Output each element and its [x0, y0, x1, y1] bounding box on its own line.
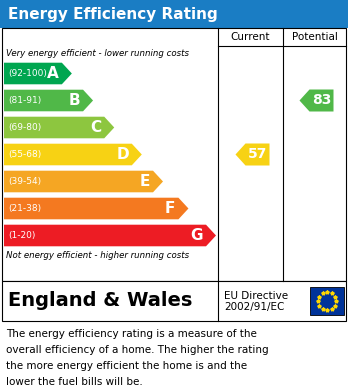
Text: Energy Efficiency Rating: Energy Efficiency Rating	[8, 7, 218, 22]
Text: 2002/91/EC: 2002/91/EC	[224, 302, 284, 312]
Text: lower the fuel bills will be.: lower the fuel bills will be.	[6, 377, 143, 387]
Polygon shape	[4, 144, 142, 165]
Polygon shape	[300, 90, 333, 111]
Text: The energy efficiency rating is a measure of the: The energy efficiency rating is a measur…	[6, 329, 257, 339]
Text: (69-80): (69-80)	[8, 123, 41, 132]
Text: 83: 83	[312, 93, 331, 108]
Text: the more energy efficient the home is and the: the more energy efficient the home is an…	[6, 361, 247, 371]
Text: A: A	[47, 66, 59, 81]
Text: Current: Current	[231, 32, 270, 42]
Text: Potential: Potential	[292, 32, 338, 42]
Text: C: C	[90, 120, 101, 135]
Text: (81-91): (81-91)	[8, 96, 41, 105]
Text: (55-68): (55-68)	[8, 150, 41, 159]
Bar	[2, 281, 346, 321]
Text: EU Directive: EU Directive	[224, 291, 288, 301]
Text: F: F	[165, 201, 175, 216]
Polygon shape	[236, 143, 269, 165]
Polygon shape	[4, 117, 114, 138]
Polygon shape	[4, 225, 216, 246]
Text: (92-100): (92-100)	[8, 69, 47, 78]
Text: B: B	[69, 93, 80, 108]
Text: England & Wales: England & Wales	[8, 292, 192, 310]
Text: Very energy efficient - lower running costs: Very energy efficient - lower running co…	[6, 48, 189, 57]
Bar	[310, 287, 344, 315]
Bar	[2, 28, 346, 281]
Text: (39-54): (39-54)	[8, 177, 41, 186]
Text: 57: 57	[248, 147, 267, 161]
Bar	[0, 0, 348, 28]
Text: G: G	[190, 228, 203, 243]
Text: Not energy efficient - higher running costs: Not energy efficient - higher running co…	[6, 251, 189, 260]
Polygon shape	[4, 90, 93, 111]
Text: D: D	[116, 147, 129, 162]
Text: (1-20): (1-20)	[8, 231, 35, 240]
Polygon shape	[4, 63, 72, 84]
Text: E: E	[140, 174, 150, 189]
Polygon shape	[4, 198, 188, 219]
Polygon shape	[4, 171, 163, 192]
Text: (21-38): (21-38)	[8, 204, 41, 213]
Text: overall efficiency of a home. The higher the rating: overall efficiency of a home. The higher…	[6, 345, 269, 355]
